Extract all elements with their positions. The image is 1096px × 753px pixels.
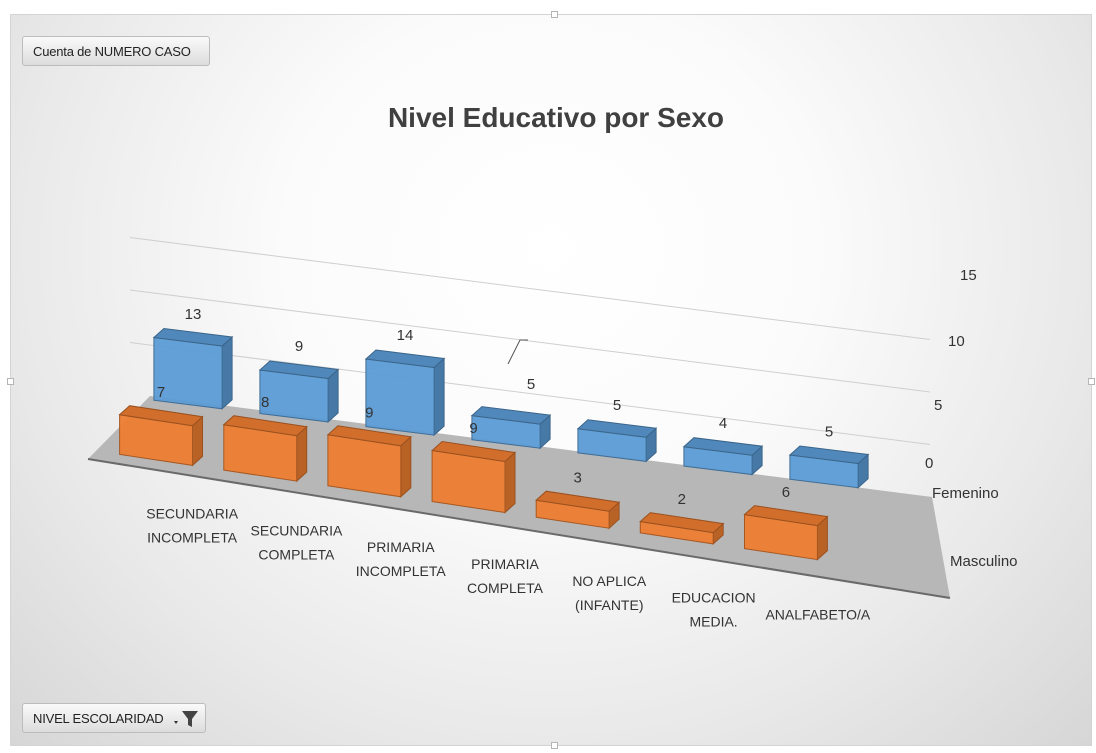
bar-masculino[interactable]: [118, 405, 204, 467]
gridline: [129, 289, 931, 393]
bar-femenino[interactable]: [364, 349, 446, 437]
category-label: PRIMARIA INCOMPLETA: [356, 539, 447, 579]
data-label: 2: [678, 491, 686, 508]
label-leader-line: [507, 339, 528, 365]
category-label: EDUCACION MEDIA.: [672, 590, 756, 630]
bar-femenino[interactable]: [258, 360, 340, 424]
resize-handle-top[interactable]: [551, 11, 558, 18]
series-label: Masculino: [950, 553, 1018, 570]
resize-handle-right[interactable]: [1088, 378, 1095, 385]
chart-title: Nivel Educativo por Sexo: [388, 102, 724, 133]
data-label: 7: [157, 384, 165, 401]
data-label: 6: [782, 484, 790, 501]
bar-femenino[interactable]: [682, 437, 764, 476]
gridline: [129, 342, 931, 445]
value-tick-label: 15: [960, 267, 977, 284]
gridline: [129, 237, 931, 340]
data-label: 13: [185, 306, 202, 323]
value-tick-label: 0: [925, 455, 933, 472]
series-label: Femenino: [932, 485, 999, 502]
bar-femenino[interactable]: [470, 406, 552, 450]
value-tick-label: 5: [934, 397, 942, 414]
data-label: 5: [613, 397, 621, 414]
bar-masculino[interactable]: [326, 425, 412, 498]
axis-field-filter-button[interactable]: NIVEL ESCOLARIDAD: [22, 703, 206, 733]
data-label: 3: [573, 470, 581, 487]
data-label: 5: [527, 376, 535, 393]
bar-masculino[interactable]: [743, 505, 829, 561]
resize-handle-left[interactable]: [7, 378, 14, 385]
bar-femenino[interactable]: [576, 419, 658, 463]
data-label: 14: [397, 327, 414, 344]
value-field-label: Cuenta de NUMERO CASO: [33, 44, 191, 59]
category-label: ANALFABETO/A: [765, 607, 870, 623]
filter-icon[interactable]: [173, 709, 199, 729]
resize-handle-bottom[interactable]: [551, 742, 558, 749]
category-label: NO APLICA (INFANTE): [572, 573, 647, 613]
bar-femenino[interactable]: [152, 327, 234, 410]
data-label: 4: [719, 415, 727, 432]
data-label: 5: [825, 423, 833, 440]
category-axis-line: [87, 458, 951, 599]
value-field-button[interactable]: Cuenta de NUMERO CASO: [22, 36, 210, 66]
axis-field-label: NIVEL ESCOLARIDAD: [33, 711, 164, 726]
category-label: SECUNDARIA INCOMPLETA: [146, 505, 238, 545]
category-label: PRIMARIA COMPLETA: [467, 556, 544, 596]
bar-masculino[interactable]: [535, 490, 621, 530]
bar-masculino[interactable]: [430, 440, 517, 514]
bar-masculino[interactable]: [222, 415, 308, 483]
data-label: 9: [469, 420, 477, 437]
value-tick-label: 10: [948, 333, 965, 350]
bar-masculino[interactable]: [639, 512, 725, 546]
data-label: 9: [295, 338, 303, 355]
data-label: 8: [261, 394, 269, 411]
category-label: SECUNDARIA COMPLETA: [251, 522, 343, 562]
bar-femenino[interactable]: [788, 445, 870, 489]
data-label: 9: [365, 404, 373, 421]
